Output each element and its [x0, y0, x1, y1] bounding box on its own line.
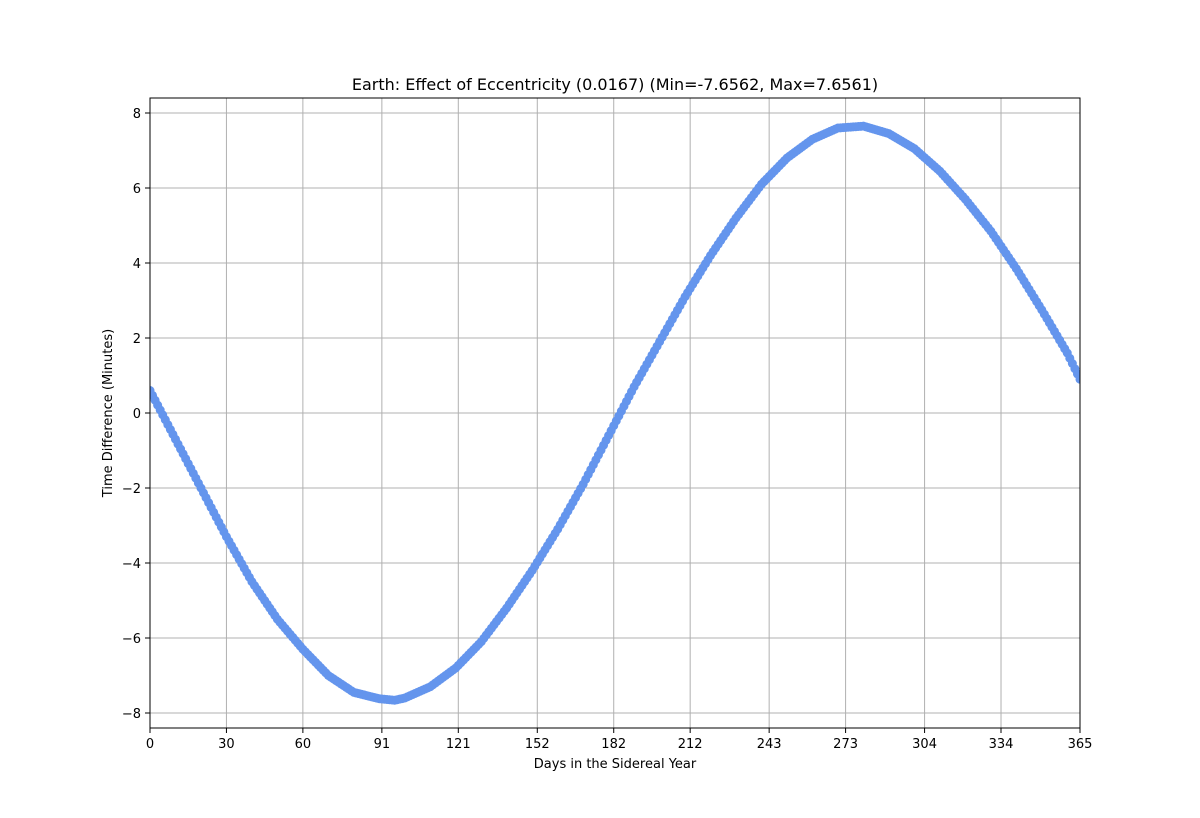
x-tick-label: 0 [146, 737, 154, 752]
y-tick-label: 8 [133, 107, 141, 122]
x-tick-label: 243 [757, 737, 782, 752]
data-point [1075, 374, 1080, 384]
x-axis: 0 30 60 91 121 152 182 212 243 273 304 334 365 [146, 728, 1093, 752]
x-tick-label: 273 [833, 737, 858, 752]
y-tick-label: −4 [122, 557, 141, 572]
x-tick-label: 334 [989, 737, 1014, 752]
x-tick-label: 182 [601, 737, 626, 752]
y-axis-title: Time Difference (Minutes) [101, 329, 116, 498]
chart-title: Earth: Effect of Eccentricity (0.0167) (… [352, 75, 878, 94]
x-axis-title: Days in the Sidereal Year [534, 757, 697, 772]
y-tick-label: −6 [122, 632, 141, 647]
y-tick-label: 0 [133, 407, 141, 422]
y-tick-label: −8 [122, 707, 141, 722]
data-layer [150, 121, 1080, 705]
scatter-series [150, 121, 1080, 705]
y-tick-label: 2 [133, 332, 141, 347]
y-axis: −8 −6 −4 −2 0 2 4 6 8 [122, 107, 150, 722]
x-tick-label: 30 [218, 737, 235, 752]
y-tick-label: −2 [122, 482, 141, 497]
x-tick-label: 60 [295, 737, 312, 752]
x-tick-label: 152 [525, 737, 550, 752]
y-tick-label: 6 [133, 182, 141, 197]
x-tick-label: 212 [678, 737, 703, 752]
x-tick-label: 121 [446, 737, 471, 752]
x-tick-label: 91 [374, 737, 391, 752]
x-tick-label: 304 [912, 737, 937, 752]
x-tick-label: 365 [1068, 737, 1093, 752]
y-tick-label: 4 [133, 257, 141, 272]
